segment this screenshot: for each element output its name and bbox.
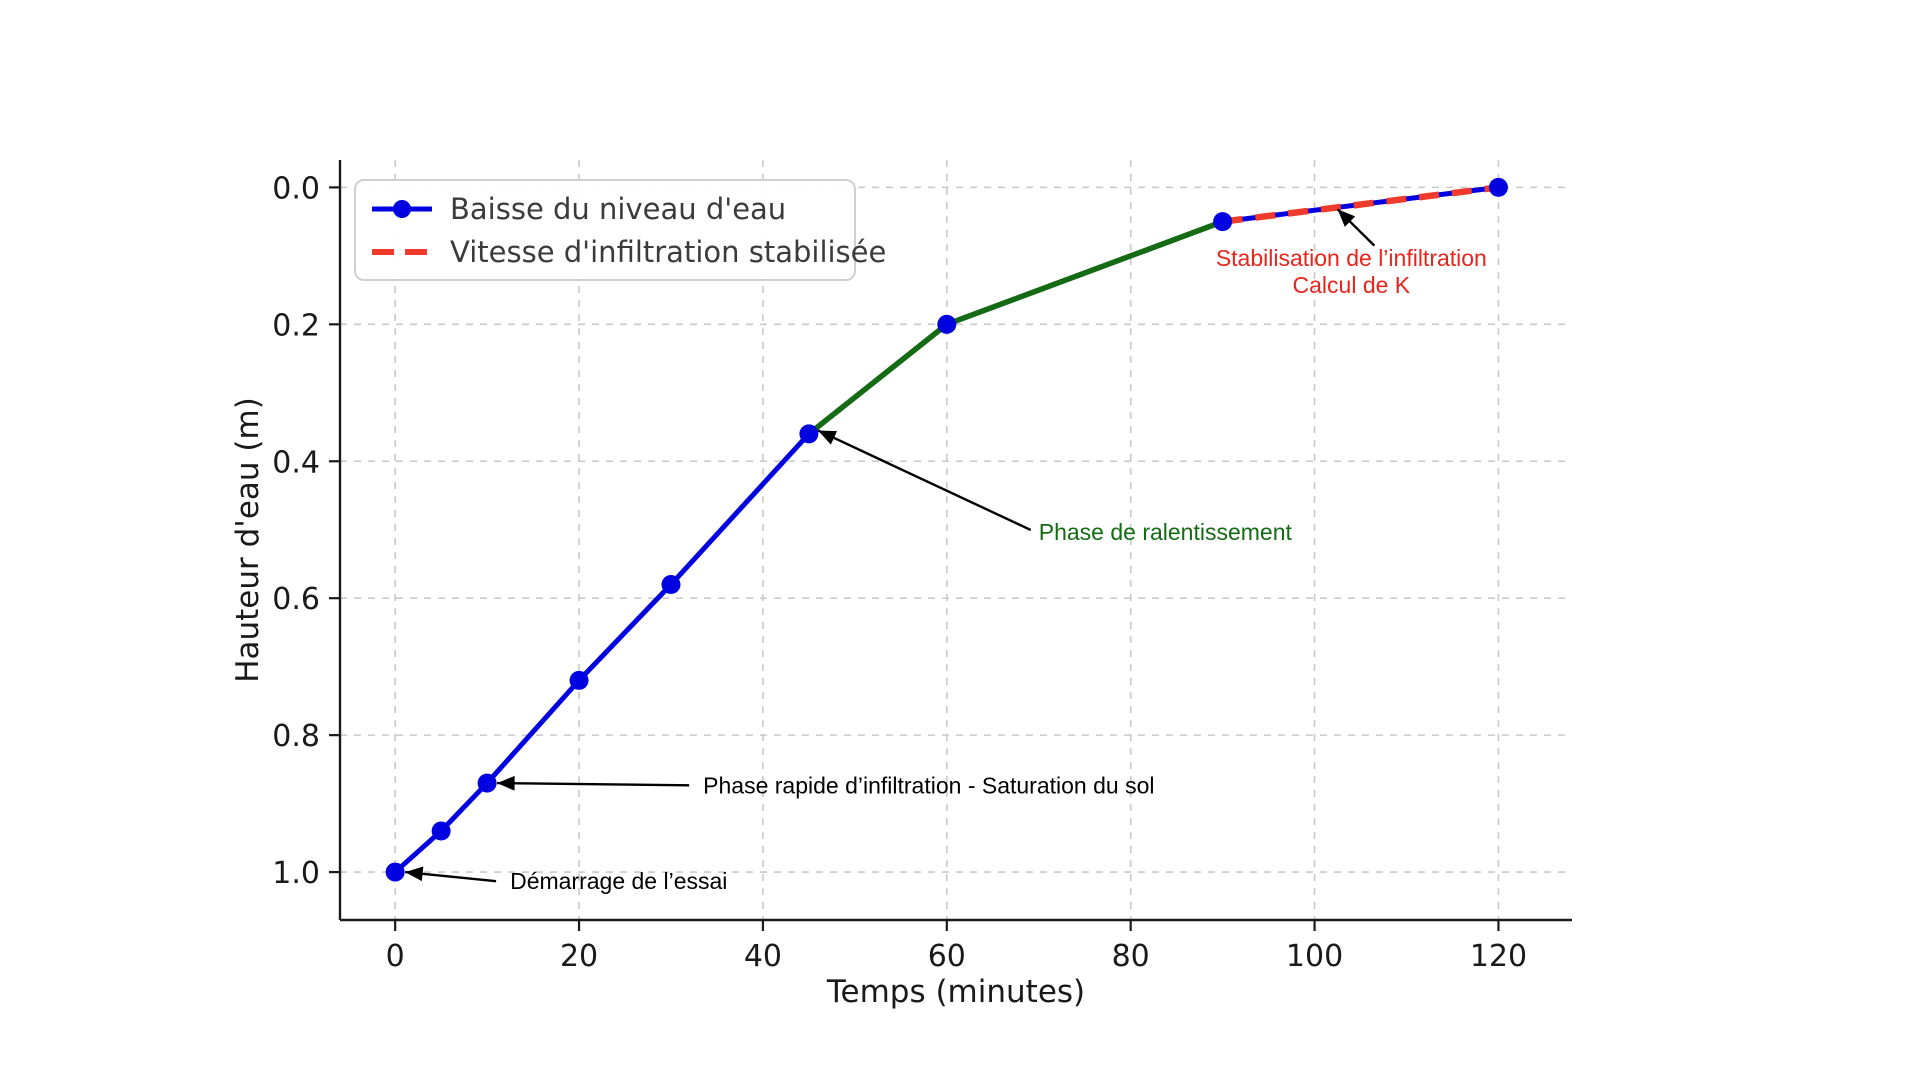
data-point-marker: [431, 821, 451, 841]
x-tick-label: 0: [386, 939, 405, 974]
y-tick-label: 0.2: [272, 308, 320, 343]
annotation-arrow: [817, 429, 1032, 532]
legend-swatch-marker-blue: [393, 200, 411, 218]
annotation-phase-rapide: Phase rapide d’infiltration - Saturation…: [703, 772, 1154, 798]
x-tick-label: 20: [560, 939, 598, 974]
x-axis-ticks: [394, 920, 1500, 931]
y-tick-label: 0.4: [272, 445, 320, 480]
x-tick-label: 120: [1470, 939, 1527, 974]
series-vitesse-infiltration: [1222, 184, 1499, 225]
y-axis-ticks: [329, 186, 340, 874]
data-point-marker: [477, 773, 497, 793]
annotation-arrow: [405, 866, 497, 883]
annotation-stabilisation-line1: Stabilisation de l’infiltration: [1216, 245, 1487, 271]
annotation-arrow: [1336, 208, 1376, 247]
data-point-marker: [385, 862, 405, 882]
x-axis-title: Temps (minutes): [826, 974, 1085, 1010]
x-tick-label: 60: [928, 939, 966, 974]
legend-label-vitesse: Vitesse d'infiltration stabilisée: [450, 235, 886, 269]
annotation-arrow: [497, 775, 690, 791]
x-tick-label: 40: [744, 939, 782, 974]
data-point-marker: [1213, 212, 1233, 232]
legend-entry-vitesse[interactable]: Vitesse d'infiltration stabilisée: [372, 235, 886, 269]
legend-entry-baisse[interactable]: Baisse du niveau d'eau: [372, 192, 786, 226]
annotation-demarrage: Démarrage de l’essai: [510, 868, 727, 894]
y-tick-label: 0.6: [272, 582, 320, 617]
y-tick-label: 1.0: [272, 856, 320, 891]
y-axis-title: Hauteur d'eau (m): [230, 397, 266, 683]
annotation-phase-ralentissement: Phase de ralentissement: [1039, 519, 1293, 545]
annotation-stabilisation-line2: Calcul de K: [1293, 272, 1411, 298]
data-point-marker: [1488, 177, 1508, 197]
y-axis-tick-labels: 0.0 0.2 0.4 0.6 0.8 1.0: [272, 171, 320, 891]
data-point-marker: [799, 424, 819, 444]
annotations-group: Démarrage de l’essai Phase rapide d’infil…: [405, 208, 1487, 894]
legend[interactable]: Baisse du niveau d'eau Vitesse d'infiltr…: [354, 179, 886, 281]
x-tick-label: 80: [1112, 939, 1150, 974]
x-tick-label: 100: [1286, 939, 1343, 974]
x-axis-tick-labels: 0 20 40 60 80 100 120: [386, 939, 1527, 974]
data-point-marker: [661, 575, 681, 595]
data-point-marker: [569, 670, 589, 690]
data-point-markers: [385, 177, 1508, 882]
data-series-group: [385, 177, 1508, 882]
legend-box: [354, 179, 856, 281]
data-point-marker: [937, 314, 957, 334]
y-tick-label: 0.8: [272, 719, 320, 754]
y-tick-label: 0.0: [272, 171, 320, 206]
legend-label-baisse: Baisse du niveau d'eau: [450, 192, 786, 226]
